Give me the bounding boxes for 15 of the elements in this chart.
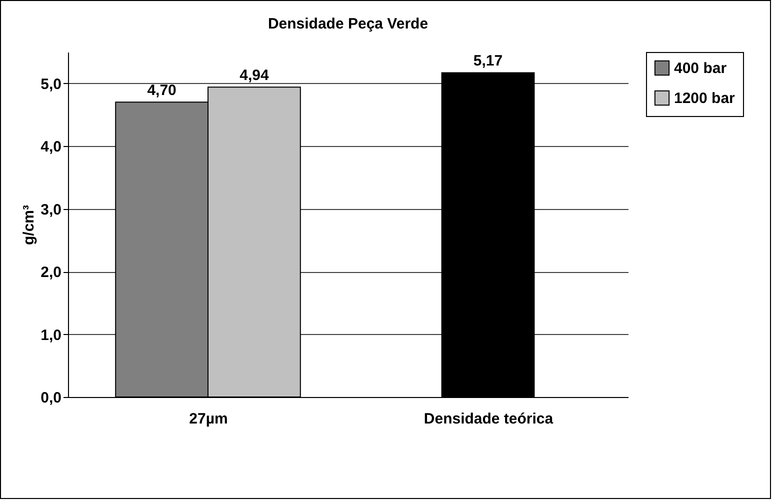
data-label: 4,94 [240,67,270,84]
x-tick-label: 27µm [189,410,228,428]
y-tick-label: 2,0 [40,264,62,282]
chart-title: Densidade Peça Verde [268,16,428,32]
y-tick-label: 5,0 [40,76,62,93]
data-label: 5,17 [473,52,503,70]
y-tick-label: 3,0 [40,201,62,218]
data-label: 4,70 [147,82,176,100]
x-tick-label: Densidade teórica [424,410,554,428]
y-tick-label: 1,0 [40,326,62,344]
legend-label: 1200 bar [674,90,736,107]
y-tick-label: 0,0 [40,390,62,406]
legend-label: 400 bar [674,60,727,77]
y-tick-label: 4,0 [40,138,62,156]
y-axis-title: g/cm³ [20,204,38,246]
